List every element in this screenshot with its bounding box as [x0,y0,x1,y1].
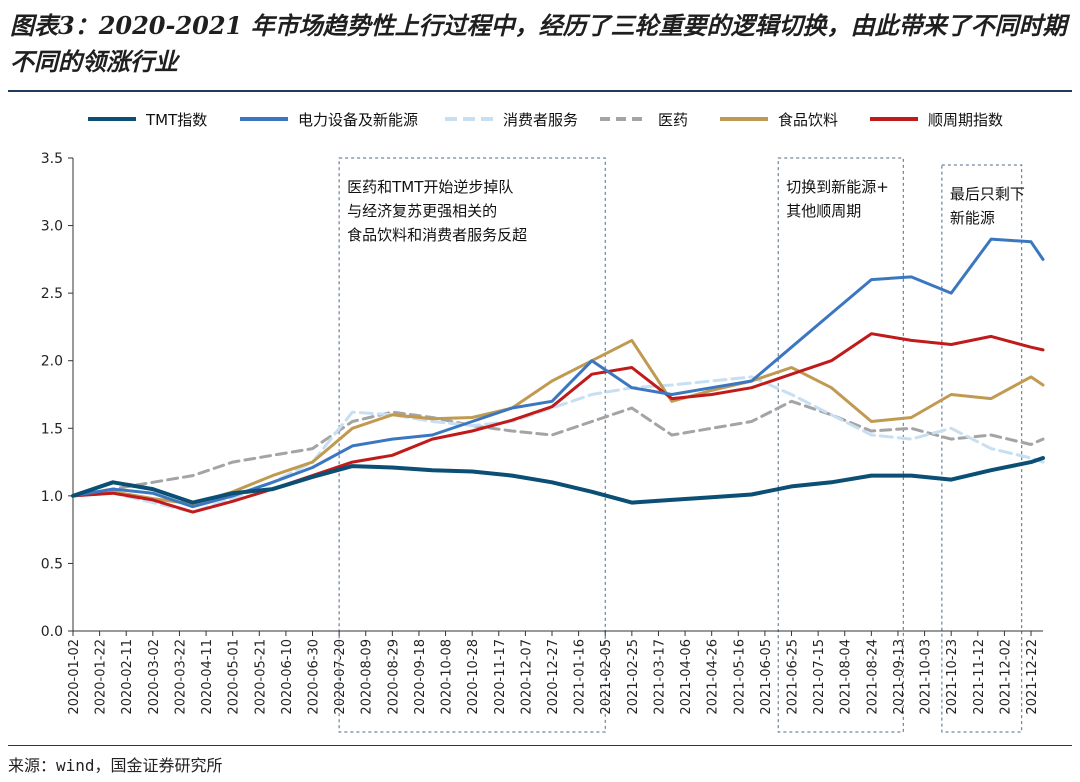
x-tick-label: 2020-06-30 [307,639,322,715]
x-tick-label: 2021-11-12 [972,639,987,715]
annotation-text: 与经济复苏更强相关的 [347,202,497,220]
x-tick-label: 2020-05-21 [253,639,268,715]
annotation-box [941,164,1023,733]
annotation-text: 医药和TMT开始逆步掉队 [347,178,513,196]
x-tick-label: 2021-02-25 [626,639,641,715]
x-tick-label: 2021-07-15 [812,639,827,715]
x-tick-label: 2020-12-07 [519,639,534,715]
x-tick-label: 2020-02-11 [120,639,135,715]
x-tick-label: 2021-12-22 [1025,639,1040,715]
y-tick-label: 1.0 [41,489,63,505]
title-rule [8,90,1072,92]
x-tick-label: 2021-06-05 [759,639,774,715]
source-rule [8,745,1072,746]
x-tick-label: 2020-05-01 [227,639,242,715]
series-line [71,375,1045,514]
x-tick-label: 2021-02-05 [599,639,614,715]
x-tick-label: 2020-09-18 [413,639,428,715]
x-tick-label: 2021-01-16 [573,639,588,715]
annotation-text: 其他顺周期 [786,202,861,220]
annotation-text: 新能源 [950,209,995,227]
x-tick-label: 2020-03-02 [147,639,162,715]
y-tick-label: 2.0 [41,354,63,370]
x-tick-label: 2020-01-22 [94,639,109,715]
x-tick-label: 2020-01-02 [67,639,82,715]
x-tick-label: 2021-04-06 [679,639,694,715]
x-tick-label: 2020-04-11 [200,639,215,715]
x-tick-label: 2021-04-26 [706,639,721,715]
series-line [71,456,1045,505]
x-tick-label: 2020-06-10 [280,639,295,715]
annotation-box [338,157,606,733]
annotation-text: 切换到新能源+ [786,178,889,196]
annotation-text: 最后只剩下 [950,185,1025,203]
legend-label: TMT指数 [145,111,207,129]
x-tick-label: 2020-08-09 [360,639,375,715]
legend-label: 消费者服务 [503,111,578,129]
x-tick-label: 2020-12-27 [546,639,561,715]
x-tick-label: 2020-03-22 [173,639,188,715]
y-tick-label: 2.5 [41,286,63,302]
x-tick-label: 2020-10-28 [466,639,481,715]
x-tick-label: 2020-11-17 [493,639,508,715]
x-tick-label: 2021-09-13 [892,639,907,715]
legend-label: 顺周期指数 [928,111,1003,129]
x-tick-label: 2021-08-04 [839,639,854,715]
series-line [71,332,1045,514]
x-tick-label: 2021-03-17 [652,639,667,715]
y-tick-label: 0.5 [41,556,63,572]
chart-axes: 0.0 0.5 1.0 1.5 2.0 2.5 3.0 3.5 2020-01-02 2020-0… [41,151,1043,715]
source-note: 来源：wind，国金证券研究所 [8,756,223,775]
chart-title: 图表3：2020-2021 年市场趋势性上行过程中，经历了三轮重要的逻辑切换，由… [10,11,1067,76]
annotation-box [777,157,904,733]
legend-label: 电力设备及新能源 [298,111,418,129]
x-tick-label: 2021-05-16 [732,639,747,715]
chart-legend: TMT指数 电力设备及新能源 消费者服务 医药 食品饮料 顺周期指数 [88,111,1003,129]
y-tick-label: 3.5 [41,151,63,167]
series-lines [71,237,1045,514]
x-tick-label: 2020-07-20 [333,639,348,715]
annotation-text: 食品饮料和消费者服务反超 [347,226,527,244]
series-line [71,338,1045,506]
legend-label: 医药 [658,111,688,129]
y-tick-label: 0.0 [41,624,63,640]
series-line [71,399,1045,498]
x-tick-label: 2021-06-25 [786,639,801,715]
legend-label: 食品饮料 [778,111,838,129]
y-tick-label: 3.0 [41,219,63,235]
y-tick-label: 1.5 [41,421,63,437]
x-tick-label: 2020-08-29 [386,639,401,715]
x-tick-label: 2021-10-03 [919,639,934,715]
x-tick-label: 2021-12-02 [998,639,1013,715]
x-tick-label: 2021-10-23 [945,639,960,715]
x-tick-label: 2020-10-08 [440,639,455,715]
x-tick-label: 2021-08-24 [865,639,880,715]
